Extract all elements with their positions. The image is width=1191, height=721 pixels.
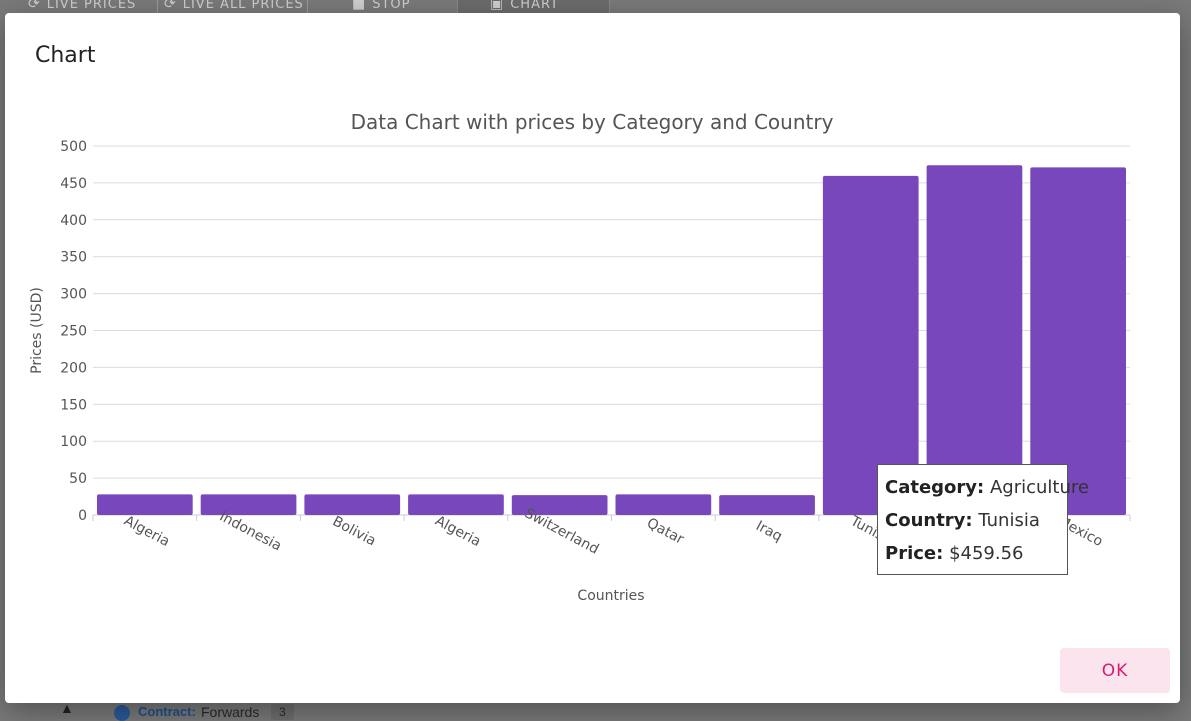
- tooltip-country-value: Tunisia: [978, 510, 1040, 531]
- bar-3: [408, 494, 504, 515]
- tooltip-price-value: $459.56: [949, 543, 1024, 564]
- contract-value: Forwards: [201, 704, 260, 720]
- live-prices-button: ⟳ LIVE PRICES: [28, 0, 136, 14]
- bar-6: [719, 495, 815, 515]
- y-tick-label: 250: [60, 324, 87, 340]
- refresh-icon: ⟳: [28, 0, 41, 12]
- y-tick-label: 150: [60, 397, 87, 413]
- y-tick-label: 500: [60, 139, 87, 155]
- contract-label: Contract:: [138, 704, 196, 719]
- bar-1: [200, 494, 297, 515]
- background-footer: ▲ Contract: Forwards 3: [0, 700, 1191, 721]
- ok-button[interactable]: OK: [1060, 648, 1170, 693]
- chart-title: Data Chart with prices by Category and C…: [351, 110, 834, 134]
- stop-button: ■ STOP: [307, 0, 411, 14]
- tooltip-category-value: Agriculture: [989, 477, 1089, 498]
- chevron-up-icon: ▲: [60, 700, 74, 716]
- chart-dialog: Chart Data Chart with prices by Category…: [5, 13, 1180, 703]
- bar-5: [615, 494, 712, 515]
- y-axis-label: Prices (USD): [29, 287, 45, 374]
- dialog-title: Chart: [35, 43, 96, 68]
- contract-icon: [114, 705, 130, 721]
- x-tick-label: Qatar: [644, 515, 687, 548]
- x-tick-label: Iraq: [753, 518, 785, 545]
- tooltip-category-row: Category: Agriculture: [885, 477, 1089, 510]
- bar-4: [511, 495, 608, 515]
- bar-2: [304, 494, 401, 515]
- y-tick-label: 400: [60, 213, 87, 229]
- tooltip-category-label: Category:: [885, 477, 985, 498]
- y-tick-label: 300: [60, 287, 87, 303]
- y-tick-label: 350: [60, 250, 87, 266]
- x-tick-label: Bolivia: [330, 513, 379, 549]
- tooltip-price-label: Price:: [885, 543, 944, 564]
- x-axis-label: Countries: [577, 588, 644, 604]
- tooltip-country-label: Country:: [885, 510, 973, 531]
- background-toolbar: ⟳ LIVE PRICES ⟳ LIVE ALL PRICES ■ STOP ▣…: [0, 0, 1191, 14]
- y-tick-label: 450: [60, 176, 87, 192]
- y-tick-label: 200: [60, 360, 87, 376]
- y-tick-label: 50: [69, 471, 87, 487]
- chart-tooltip: Category: Agriculture Country: Tunisia P…: [877, 464, 1089, 576]
- x-tick-label: Algeria: [121, 513, 172, 550]
- live-all-prices-button: ⟳ LIVE ALL PRICES: [157, 0, 304, 14]
- tooltip-price-row: Price: $459.56: [885, 543, 1067, 576]
- bar-7: [822, 175, 919, 515]
- bar-9: [1030, 167, 1126, 516]
- y-tick-label: 100: [60, 434, 87, 450]
- y-tick-label: 0: [78, 508, 87, 524]
- chart-tab: [457, 0, 610, 14]
- bar-0: [97, 494, 193, 515]
- refresh-all-icon: ⟳: [164, 0, 177, 12]
- bar-8: [926, 165, 1023, 516]
- tooltip-country-row: Country: Tunisia: [885, 510, 1067, 543]
- contract-count-badge: 3: [271, 704, 294, 720]
- stop-icon: ■: [352, 0, 367, 12]
- x-tick-label: Algeria: [432, 513, 483, 550]
- chart-icon: ▣: [490, 0, 505, 12]
- chart-button: ▣ CHART: [490, 0, 559, 14]
